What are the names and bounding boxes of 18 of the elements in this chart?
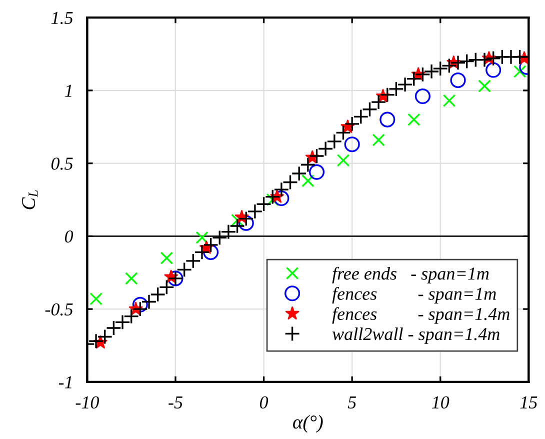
y-tick-label: 1.5 xyxy=(51,12,73,24)
x-tick-label: 0 xyxy=(260,396,268,409)
y-tick-label: 0 xyxy=(64,230,74,243)
y-axis-title: C$_{L}$ xyxy=(22,190,38,210)
x-axis-title: α(°) xyxy=(293,414,323,433)
x-tick-label: -10 xyxy=(76,396,100,409)
x-tick-label: 10 xyxy=(432,396,450,409)
legend-label: free ends - span=1m xyxy=(332,266,489,284)
y-tick-label: -0.5 xyxy=(45,303,73,316)
x-tick-label: 15 xyxy=(520,396,538,409)
y-tick-label: -1 xyxy=(58,376,72,388)
x-tick-label: -5 xyxy=(168,396,182,409)
x-tick-label: 5 xyxy=(348,396,356,409)
y-tick-label: 0.5 xyxy=(51,158,73,170)
y-tick-label: 1 xyxy=(64,84,72,97)
legend-label: fences - span=1.4m xyxy=(332,307,510,324)
legend-label: wall2wall - span=1.4m xyxy=(332,327,500,344)
legend-label: fences - span=1m xyxy=(332,286,496,304)
